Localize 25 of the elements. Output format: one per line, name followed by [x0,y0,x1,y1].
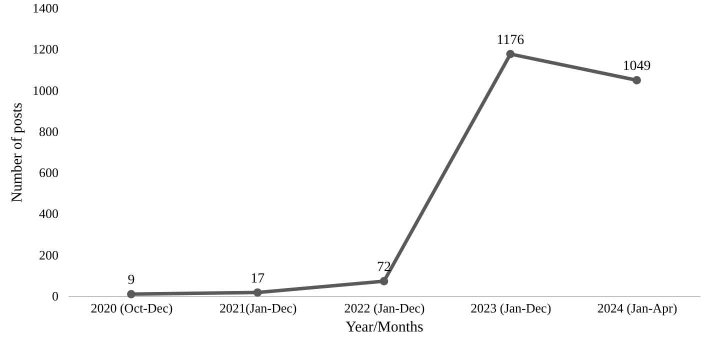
data-label: 1176 [496,33,524,48]
point [506,50,515,58]
point [380,277,388,286]
point [632,76,641,84]
y-tick-label: 1400 [32,0,58,16]
x-tick-label: 2020 (Oct-Dec) [90,300,173,316]
x-tick-label: 2023 (Jan-Dec) [470,300,552,316]
y-tick-label: 1000 [32,82,58,98]
y-tick-label: 0 [52,288,58,304]
data-label: 72 [377,260,391,276]
x-tick-label: 2024 (Jan-Apr) [597,300,678,316]
y-tick-label: 600 [39,165,58,180]
data-label: 9 [128,273,135,288]
data-label: 1049 [622,59,651,74]
x-axis-title: Year/Months [346,320,424,336]
point [253,288,262,297]
y-tick-label: 200 [39,247,58,262]
x-tick-label: 2021(Jan-Dec) [219,300,297,316]
x-tick-label: 2022 (Jan-Dec) [344,300,425,316]
y-tick-label: 800 [39,124,58,139]
data-label: 17 [250,272,265,287]
point [127,290,136,298]
y-tick-label: 1200 [32,42,58,57]
y-axis-title: Number of posts [10,102,26,202]
y-tick-label: 400 [39,206,58,222]
